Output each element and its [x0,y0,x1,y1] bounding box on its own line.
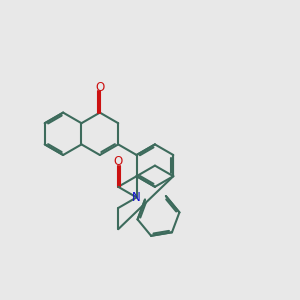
Text: O: O [95,81,104,94]
Text: O: O [114,155,123,168]
Text: N: N [132,191,141,204]
